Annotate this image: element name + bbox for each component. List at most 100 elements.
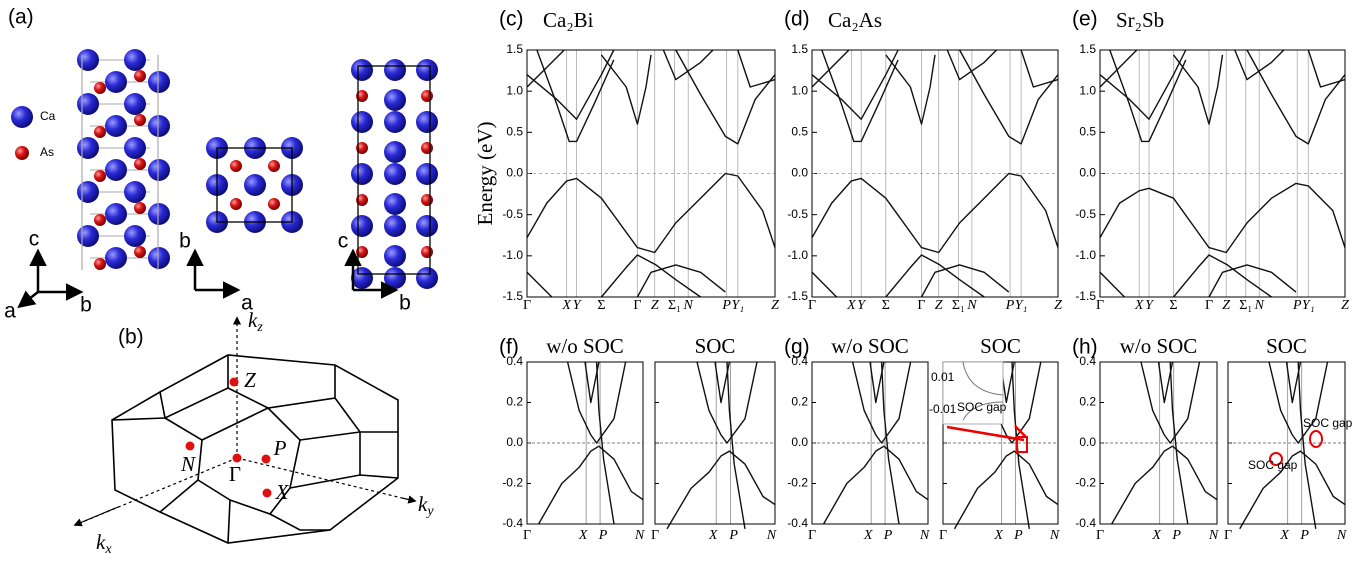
band-curve	[953, 450, 1059, 530]
k-point-label: Σ	[597, 298, 605, 313]
plot-frame	[1227, 361, 1346, 525]
axis-label: a	[241, 292, 253, 315]
atom	[268, 160, 280, 172]
panel-label: (h)	[1072, 336, 1098, 359]
subplot-title: SOC	[980, 334, 1021, 358]
y-tick-label: 1.5	[506, 42, 523, 56]
axis-label: b	[179, 230, 191, 253]
annotation: SOC gap	[1248, 458, 1298, 472]
bz-edge	[159, 417, 203, 513]
atom	[105, 71, 127, 93]
k-point-label: Y₁	[1302, 298, 1315, 313]
band-curve	[811, 271, 838, 298]
band-curve	[880, 361, 900, 525]
y-tick-label: 1.0	[791, 83, 808, 97]
plot-frame	[1099, 49, 1346, 298]
band-curve	[1109, 49, 1187, 143]
atom	[384, 245, 406, 267]
band-curve	[1111, 445, 1218, 525]
atom	[384, 59, 406, 81]
inset-curve	[962, 361, 1004, 396]
atom	[77, 137, 99, 159]
k-point-label: P	[1013, 528, 1023, 543]
k-point-label: Σ₁	[1239, 298, 1252, 313]
atom	[230, 198, 242, 210]
point-label: X	[275, 480, 290, 504]
k-point-label: N	[634, 528, 645, 543]
panel-label: (d)	[784, 8, 810, 31]
inset-curve	[962, 401, 1004, 421]
band-curve	[1285, 361, 1302, 404]
atom	[77, 225, 99, 247]
band-curve	[595, 361, 615, 525]
atom	[421, 90, 433, 102]
y-tick-label: -0.4	[1075, 516, 1096, 530]
k-point-label: N	[966, 298, 977, 313]
atom	[105, 203, 127, 225]
high-symmetry-point	[185, 441, 195, 451]
atom	[421, 142, 433, 154]
k-point-label: Γ	[1224, 528, 1232, 543]
band-curve	[600, 254, 702, 298]
atom	[230, 160, 242, 172]
material-title: Ca₂Bi	[543, 8, 594, 32]
panel-label: (c)	[499, 8, 524, 31]
band-curve	[885, 254, 985, 298]
y-tick-label: -1.5	[1075, 289, 1096, 303]
y-tick-label: 0.0	[506, 435, 523, 449]
band-curve	[537, 445, 644, 525]
gap-marker	[1269, 452, 1283, 466]
inset-tick: 0.01	[931, 370, 955, 384]
subplot-title: w/o SOC	[546, 334, 624, 358]
y-tick-label: 0.5	[791, 125, 808, 139]
legend-marker	[11, 106, 33, 128]
y-tick-label: 0.0	[1079, 166, 1096, 180]
k-axis-sub: z	[256, 320, 263, 335]
atom	[244, 174, 266, 196]
y-tick-label: -0.2	[787, 476, 808, 490]
y-tick-label: -0.4	[502, 516, 523, 530]
k-point-label: N	[766, 528, 777, 543]
y-tick-label: 0.5	[506, 125, 523, 139]
k-axis-sub: x	[104, 542, 112, 557]
y-tick-label: 0.2	[506, 395, 523, 409]
k-point-label: Z	[771, 298, 779, 313]
band-curve	[666, 450, 776, 530]
band-curve	[526, 172, 776, 254]
band-curve	[1297, 361, 1317, 530]
legend-marker	[15, 146, 29, 160]
k-point-label: N	[919, 528, 930, 543]
atom	[134, 202, 146, 214]
legend-label: Ca	[40, 109, 56, 123]
y-axis-label: Energy (eV)	[473, 122, 497, 226]
k-point-label: P	[598, 528, 608, 543]
band-curve	[920, 264, 1010, 298]
y-tick-label: 1.0	[506, 83, 523, 97]
atom	[351, 215, 373, 237]
y-tick-label: 0.4	[1079, 354, 1096, 368]
band-curve	[737, 49, 776, 88]
band-curve	[1020, 49, 1059, 88]
bz-edge	[197, 479, 231, 544]
atom	[384, 267, 406, 289]
subplot-title: w/o SOC	[831, 334, 909, 358]
band-curve	[1157, 361, 1174, 404]
atom	[134, 246, 146, 258]
y-tick-label: -0.2	[1075, 476, 1096, 490]
k-point-label: P	[1299, 528, 1309, 543]
k-point-label: Γ	[917, 298, 925, 313]
k-point-label: X	[993, 528, 1003, 543]
k-point-label: X	[1151, 528, 1161, 543]
band-curve	[869, 361, 885, 404]
cell-outline	[357, 65, 431, 275]
atom	[124, 225, 146, 247]
k-point-label: P	[883, 528, 893, 543]
k-point-label: Γ	[523, 528, 531, 543]
k-point-label: Γ	[523, 298, 531, 313]
k-point-label: P	[721, 298, 731, 313]
y-tick-label: 1.5	[1079, 42, 1096, 56]
k-point-label: X	[863, 528, 873, 543]
k-point-label: P	[1171, 528, 1181, 543]
k-point-label: Y	[857, 298, 867, 313]
subplot-title: w/o SOC	[1120, 334, 1198, 358]
